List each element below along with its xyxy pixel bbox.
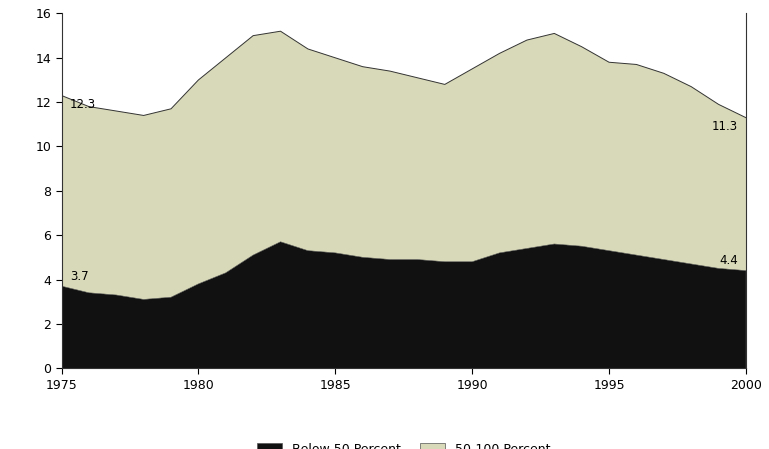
Text: 11.3: 11.3 [711,120,737,133]
Legend: Below 50 Percent, 50-100 Percent: Below 50 Percent, 50-100 Percent [252,438,555,449]
Text: 3.7: 3.7 [70,270,88,283]
Text: 12.3: 12.3 [70,98,96,111]
Text: 4.4: 4.4 [719,254,737,267]
